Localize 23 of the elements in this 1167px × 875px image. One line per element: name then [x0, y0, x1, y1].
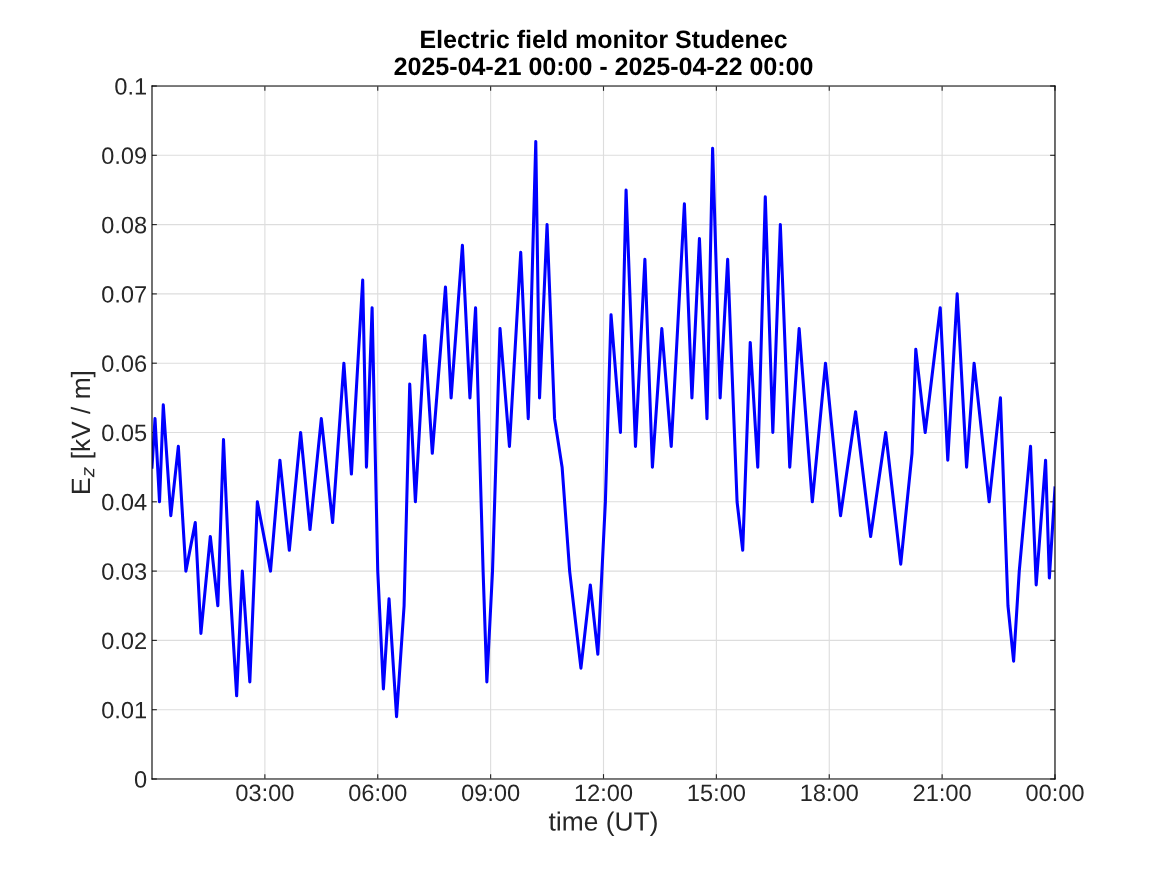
y-tick-label: 0.03 — [102, 563, 147, 580]
y-tick-label: 0.07 — [102, 285, 146, 303]
x-tick-label: 09:00 — [462, 784, 520, 802]
y-tick-label: 0.09 — [102, 147, 147, 165]
x-tick-label: 00:00 — [1026, 784, 1084, 802]
y-tick-label: 0.06 — [102, 355, 147, 372]
chart-title: Electric field monitor Studenec 2025-04-21 00:00 - 2025-04-22 00:00 — [394, 29, 813, 76]
x-tick-label: 12:00 — [575, 784, 633, 802]
x-tick-label: 18:00 — [801, 784, 858, 802]
x-tick-label: 21:00 — [913, 784, 971, 802]
y-tick-label: 0.02 — [102, 632, 146, 650]
x-tick-label: 06:00 — [349, 784, 407, 802]
y-axis-title: E$_{z}$ [kV / m] — [70, 371, 96, 493]
y-tick-label: 0 — [134, 771, 147, 788]
x-axis-title: time (UT) — [548, 811, 657, 837]
y-tick-label: 0.04 — [102, 493, 147, 511]
y-tick-label: 0.08 — [102, 216, 147, 234]
x-tick-label: 03:00 — [236, 784, 294, 802]
x-tick-label: 15:00 — [688, 784, 745, 802]
y-tick-label: 0.05 — [102, 424, 147, 442]
y-tick-label: 0.01 — [102, 701, 146, 719]
y-tick-label: 0.1 — [115, 78, 146, 95]
line-series — [152, 139, 1055, 719]
